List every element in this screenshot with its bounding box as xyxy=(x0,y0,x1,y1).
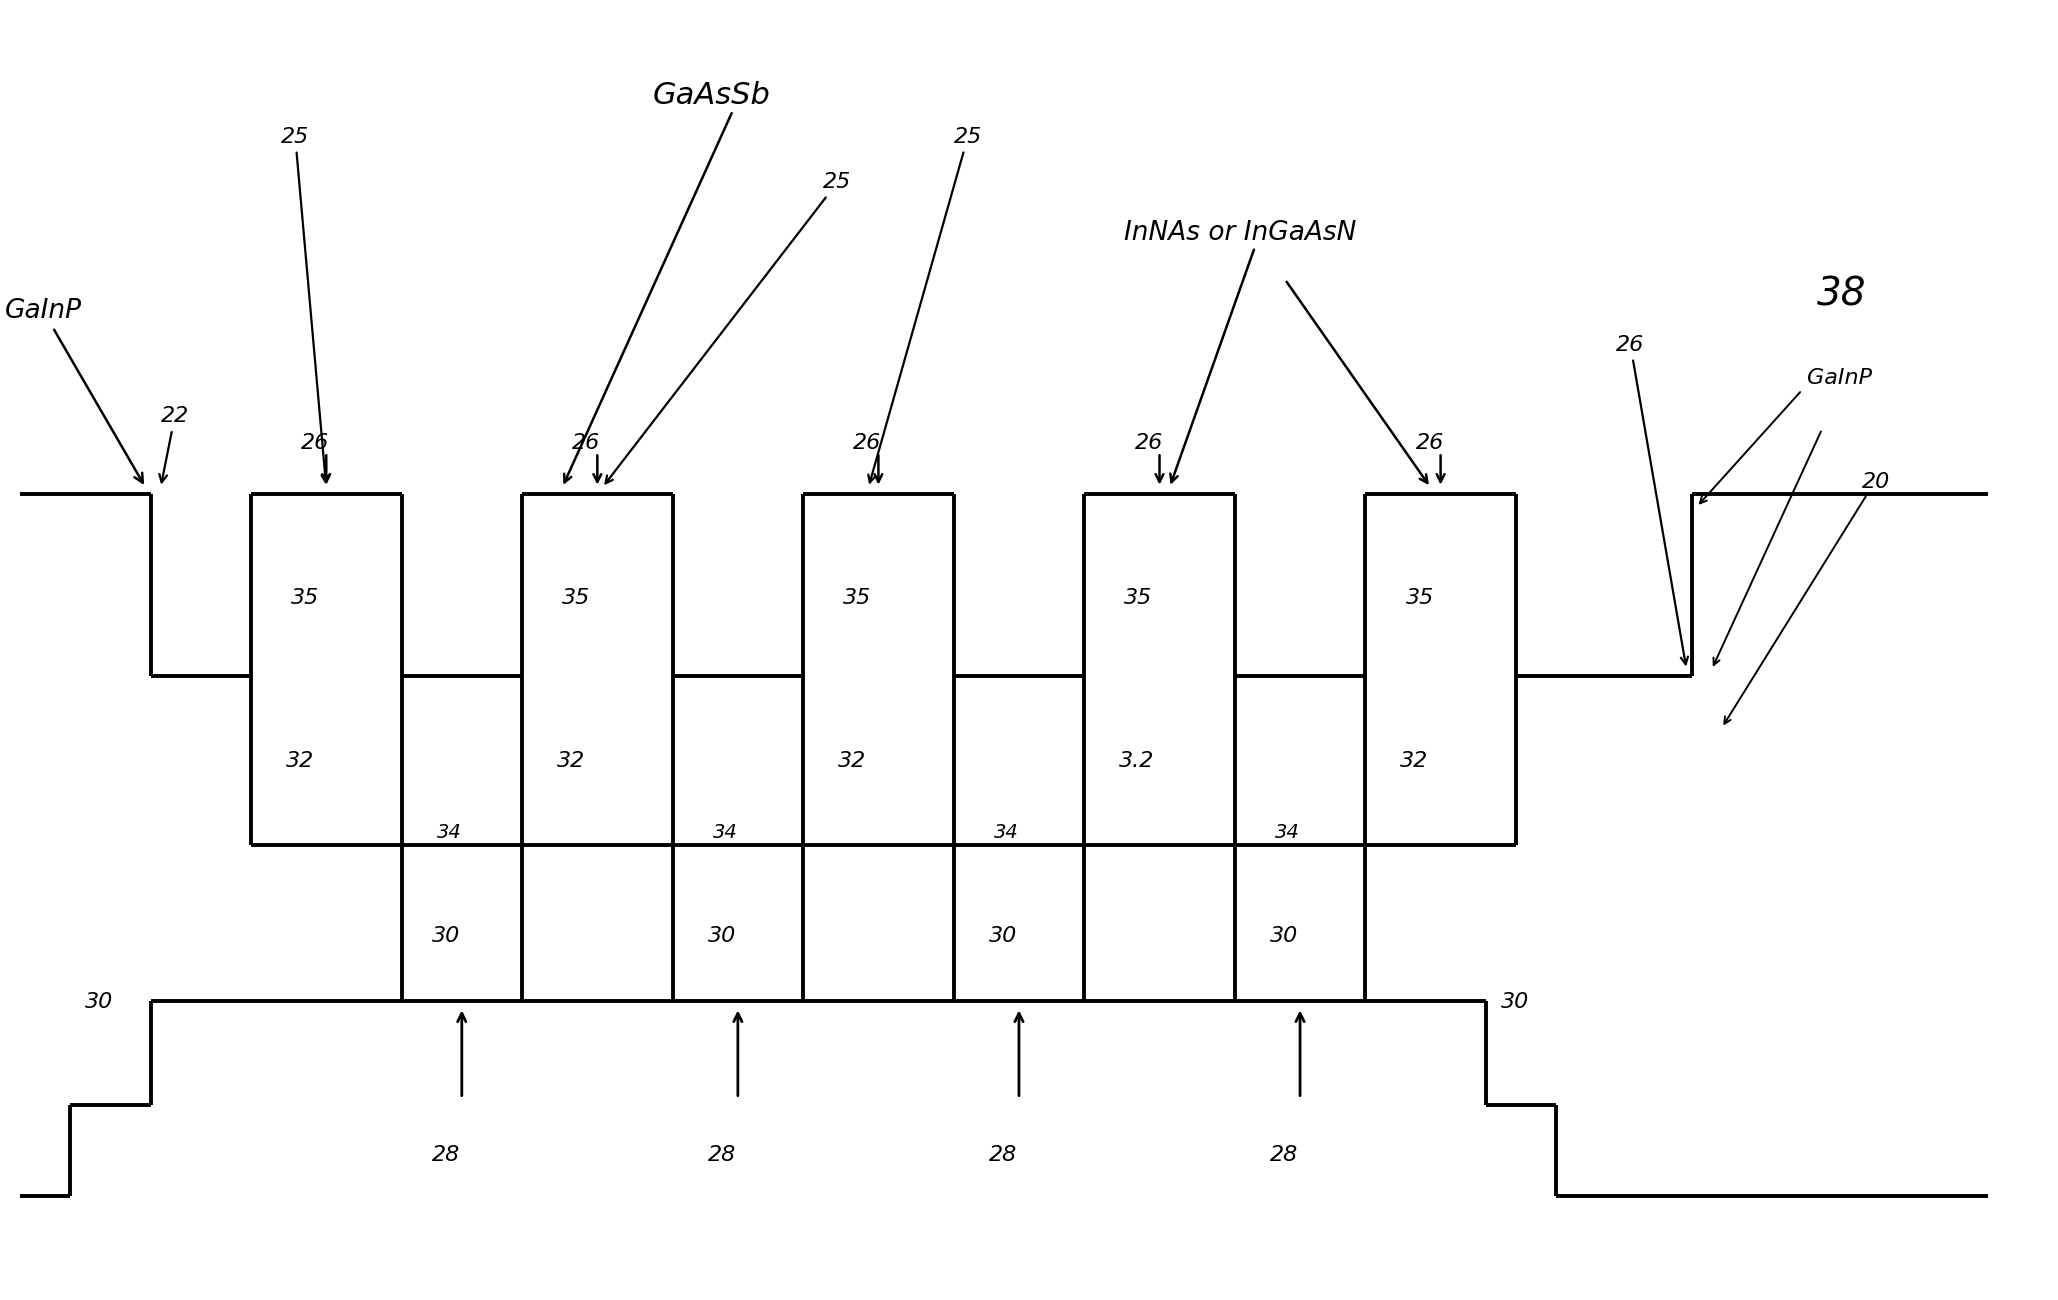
Text: 28: 28 xyxy=(708,1145,737,1165)
Text: 26: 26 xyxy=(572,433,601,452)
Text: GaInP: GaInP xyxy=(1807,368,1873,387)
Text: 25: 25 xyxy=(282,127,329,482)
Text: 30: 30 xyxy=(1500,992,1529,1011)
Text: 35: 35 xyxy=(562,589,591,608)
Text: GaAsSb: GaAsSb xyxy=(652,81,770,110)
Text: 3.2: 3.2 xyxy=(1120,751,1155,771)
Text: 34: 34 xyxy=(1276,823,1301,842)
Text: 26: 26 xyxy=(1616,335,1688,664)
Text: 35: 35 xyxy=(844,589,871,608)
Text: 28: 28 xyxy=(988,1145,1017,1165)
Text: 28: 28 xyxy=(432,1145,459,1165)
Text: 34: 34 xyxy=(436,823,461,842)
Text: InNAs or InGaAsN: InNAs or InGaAsN xyxy=(1124,221,1356,247)
Text: 32: 32 xyxy=(838,751,866,771)
Text: GaInP: GaInP xyxy=(4,299,142,482)
Text: 30: 30 xyxy=(1270,927,1299,946)
Text: 38: 38 xyxy=(1817,276,1867,313)
Text: 30: 30 xyxy=(708,927,737,946)
Text: 35: 35 xyxy=(1406,589,1434,608)
Text: 25: 25 xyxy=(605,173,852,484)
Text: 34: 34 xyxy=(994,823,1019,842)
Text: 26: 26 xyxy=(1134,433,1163,452)
Text: 22: 22 xyxy=(158,407,189,482)
Text: 26: 26 xyxy=(1416,433,1445,452)
Text: 30: 30 xyxy=(432,927,459,946)
Text: 32: 32 xyxy=(558,751,584,771)
Text: 35: 35 xyxy=(1124,589,1152,608)
Text: 32: 32 xyxy=(286,751,315,771)
Text: 30: 30 xyxy=(988,927,1017,946)
Text: 32: 32 xyxy=(1399,751,1428,771)
Text: 26: 26 xyxy=(854,433,881,452)
Text: 30: 30 xyxy=(84,992,113,1011)
Text: 35: 35 xyxy=(290,589,319,608)
Text: 20: 20 xyxy=(1862,472,1891,491)
Text: 25: 25 xyxy=(868,127,982,482)
Text: 34: 34 xyxy=(712,823,737,842)
Text: 28: 28 xyxy=(1270,1145,1299,1165)
Text: 26: 26 xyxy=(300,433,329,452)
